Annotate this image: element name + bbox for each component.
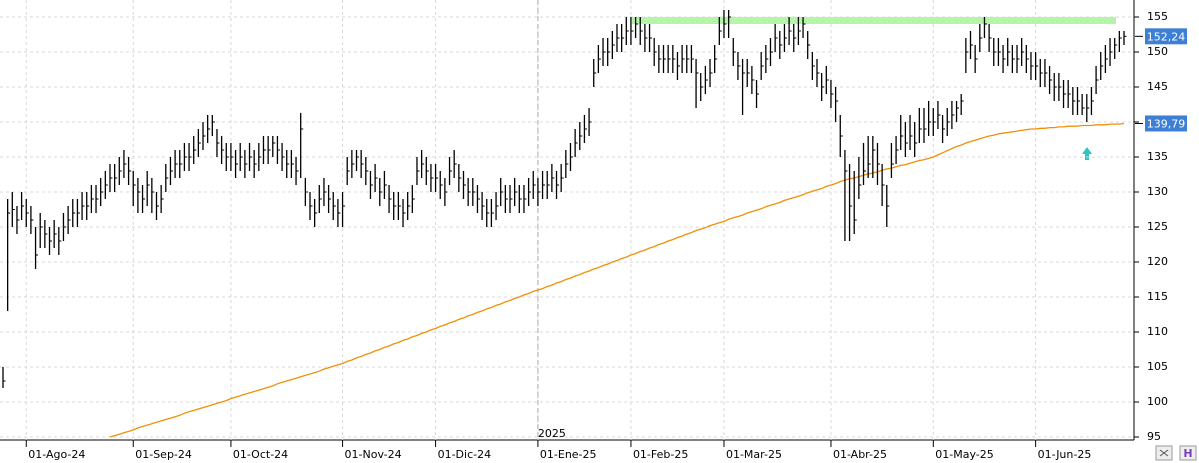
x-tick-label: 01-Jun-25	[1038, 448, 1092, 461]
y-tick-label: 100	[1147, 395, 1168, 408]
x-tick-label: 01-Ene-25	[540, 448, 597, 461]
y-tick-label: 105	[1147, 360, 1168, 373]
x-tick-label: 01-Sep-24	[135, 448, 192, 461]
year-label: 2025	[538, 427, 566, 440]
y-tick-label: 130	[1147, 185, 1168, 198]
y-tick-label: 120	[1147, 255, 1168, 268]
y-tick-label: 125	[1147, 220, 1168, 233]
plot-area	[0, 0, 1134, 440]
y-tick-label: 95	[1147, 430, 1161, 443]
x-tick-label: 01-Ago-24	[28, 448, 85, 461]
y-tick-label: 135	[1147, 150, 1168, 163]
x-tick-label: 01-May-25	[935, 448, 993, 461]
h-button[interactable]	[1179, 445, 1197, 461]
ma-label: 139,79	[1147, 117, 1186, 130]
h-icon: H	[1183, 447, 1192, 460]
close-label: 152,24	[1147, 30, 1186, 43]
close-label-box	[1145, 28, 1187, 45]
y-tick-label: 145	[1147, 80, 1168, 93]
x-tick-label: 01-Feb-25	[633, 448, 688, 461]
y-tick-label: 110	[1147, 325, 1168, 338]
x-tick-label: 01-Mar-25	[726, 448, 782, 461]
resistance-band	[632, 17, 1116, 24]
x-tick-label: 01-Abr-25	[833, 448, 887, 461]
arrow-icon	[1082, 147, 1092, 160]
x-tick-label: 01-Nov-24	[345, 448, 402, 461]
moving-average	[109, 122, 1125, 438]
y-tick-label: 115	[1147, 290, 1168, 303]
x-tick-label: 01-Dic-24	[438, 448, 492, 461]
scale-icon	[1159, 449, 1169, 457]
x-tick-label: 01-Oct-24	[233, 448, 288, 461]
ma-label-box	[1145, 115, 1187, 132]
y-tick-label: 150	[1147, 45, 1168, 58]
y-tick-label: 155	[1147, 10, 1168, 23]
